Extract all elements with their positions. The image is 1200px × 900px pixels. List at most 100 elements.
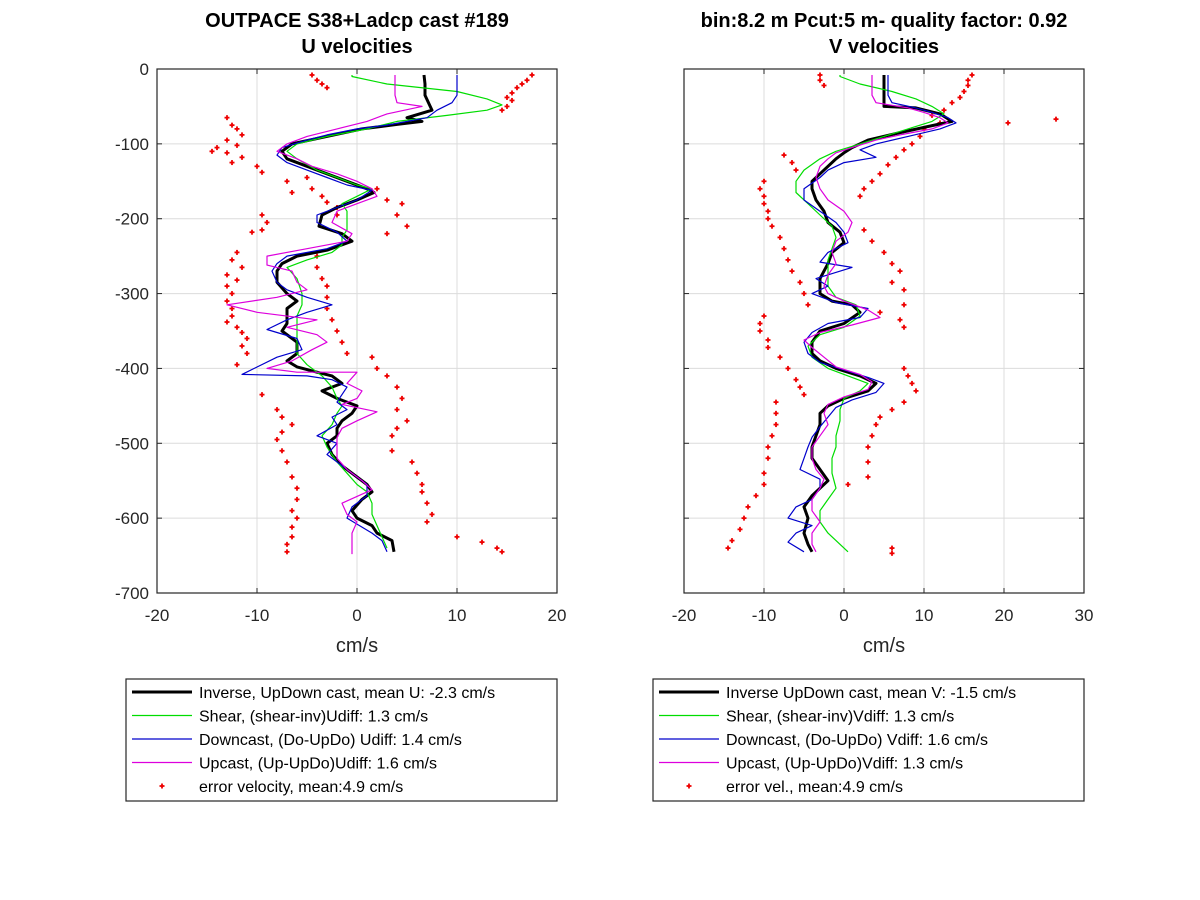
error-velocity-point (239, 343, 245, 349)
error-velocity-point (289, 190, 295, 196)
series-line (803, 75, 949, 553)
error-velocity-point (259, 212, 265, 218)
error-velocity-point (224, 272, 230, 278)
error-velocity-point (909, 380, 915, 386)
data-layer (209, 72, 535, 555)
error-velocity-point (294, 515, 300, 521)
error-velocity-point (877, 171, 883, 177)
error-velocity-point (289, 422, 295, 428)
error-velocity-point (229, 160, 235, 166)
error-velocity-dots (209, 72, 535, 555)
x-axis-label: cm/s (863, 635, 905, 657)
error-velocity-point (965, 77, 971, 83)
legend-label: Inverse UpDown cast, mean V: -1.5 cm/s (726, 685, 1016, 702)
error-velocity-point (374, 365, 380, 371)
error-velocity-point (801, 291, 807, 297)
data-layer (725, 72, 1059, 556)
error-velocity-point (801, 392, 807, 398)
error-velocity-point (897, 317, 903, 323)
error-velocity-point (334, 328, 340, 334)
error-velocity-point (765, 455, 771, 461)
x-tick-label: 20 (995, 606, 1014, 625)
error-velocity-point (793, 377, 799, 383)
legend-item: error velocity, mean:4.9 cm/s (159, 779, 403, 796)
error-velocity-point (901, 302, 907, 308)
legend-box (652, 678, 1085, 802)
error-velocity-point (765, 344, 771, 350)
error-velocity-point (229, 291, 235, 297)
error-velocity-point (419, 489, 425, 495)
error-velocity-point (753, 493, 759, 499)
error-velocity-point (494, 545, 500, 551)
error-velocity-point (529, 72, 535, 78)
error-velocity-point (419, 481, 425, 487)
error-velocity-point (761, 193, 767, 199)
error-velocity-point (394, 425, 400, 431)
error-velocity-point (224, 150, 230, 156)
error-velocity-point (304, 175, 310, 181)
error-velocity-point (229, 313, 235, 319)
error-velocity-point (509, 97, 515, 103)
error-velocity-point (817, 77, 823, 83)
error-velocity-point (865, 474, 871, 480)
error-velocity-point (324, 85, 330, 91)
error-velocity-point (249, 229, 255, 235)
legend-label: Upcast, (Up-UpDo)Vdiff: 1.3 cm/s (726, 756, 963, 773)
error-velocity-point (901, 399, 907, 405)
error-velocity-point (384, 373, 390, 379)
error-velocity-point (374, 186, 380, 192)
y-tick-label: -300 (115, 285, 149, 304)
legend-box (125, 678, 558, 802)
error-velocity-point (901, 324, 907, 330)
error-velocity-point (865, 459, 871, 465)
error-velocity-point (309, 186, 315, 192)
error-velocity-point (234, 277, 240, 283)
legend-label: Shear, (shear-inv)Vdiff: 1.3 cm/s (726, 709, 954, 726)
error-velocity-point (384, 231, 390, 237)
error-velocity-point (885, 162, 891, 168)
error-velocity-point (274, 407, 280, 413)
error-velocity-point (789, 160, 795, 166)
legend-item: Upcast, (Up-UpDo)Udiff: 1.6 cm/s (132, 756, 437, 773)
error-velocity-point (524, 77, 530, 83)
x-tick-label: 10 (448, 606, 467, 625)
error-velocity-point (773, 422, 779, 428)
error-velocity-point (781, 246, 787, 252)
error-velocity-point (785, 365, 791, 371)
error-velocity-point (777, 354, 783, 360)
error-velocity-point (769, 223, 775, 229)
error-velocity-point (264, 219, 270, 225)
error-velocity-point (773, 399, 779, 405)
error-velocity-point (861, 186, 867, 192)
x-tick-label: 0 (352, 606, 361, 625)
error-velocity-point (729, 538, 735, 544)
error-velocity-point (229, 122, 235, 128)
series-line (226, 75, 423, 555)
error-velocity-point (901, 287, 907, 293)
error-velocity-point (797, 279, 803, 285)
error-velocity-point (757, 328, 763, 334)
error-velocity-point (324, 283, 330, 289)
error-velocity-point (761, 481, 767, 487)
error-velocity-point (817, 72, 823, 78)
legend-label: Inverse, UpDown cast, mean U: -2.3 cm/s (199, 685, 495, 702)
plot-area (684, 69, 1084, 593)
v-velocity-legend: Inverse UpDown cast, mean V: -1.5 cm/s Sh… (652, 678, 1085, 802)
y-tick-label: -500 (115, 434, 149, 453)
error-velocity-point (239, 329, 245, 335)
legend-label: Shear, (shear-inv)Udiff: 1.3 cm/s (199, 709, 428, 726)
error-velocity-point (414, 470, 420, 476)
error-velocity-point (224, 298, 230, 304)
error-velocity-point (769, 433, 775, 439)
error-velocity-point (949, 100, 955, 106)
legend-item: Shear, (shear-inv)Udiff: 1.3 cm/s (132, 709, 428, 726)
error-velocity-point (504, 94, 510, 100)
error-velocity-point (294, 496, 300, 502)
error-velocity-point (289, 534, 295, 540)
error-velocity-point (454, 534, 460, 540)
error-velocity-point (229, 306, 235, 312)
error-velocity-point (234, 142, 240, 148)
x-tick-label: -10 (752, 606, 777, 625)
error-velocity-point (254, 163, 260, 169)
error-velocity-point (761, 201, 767, 207)
